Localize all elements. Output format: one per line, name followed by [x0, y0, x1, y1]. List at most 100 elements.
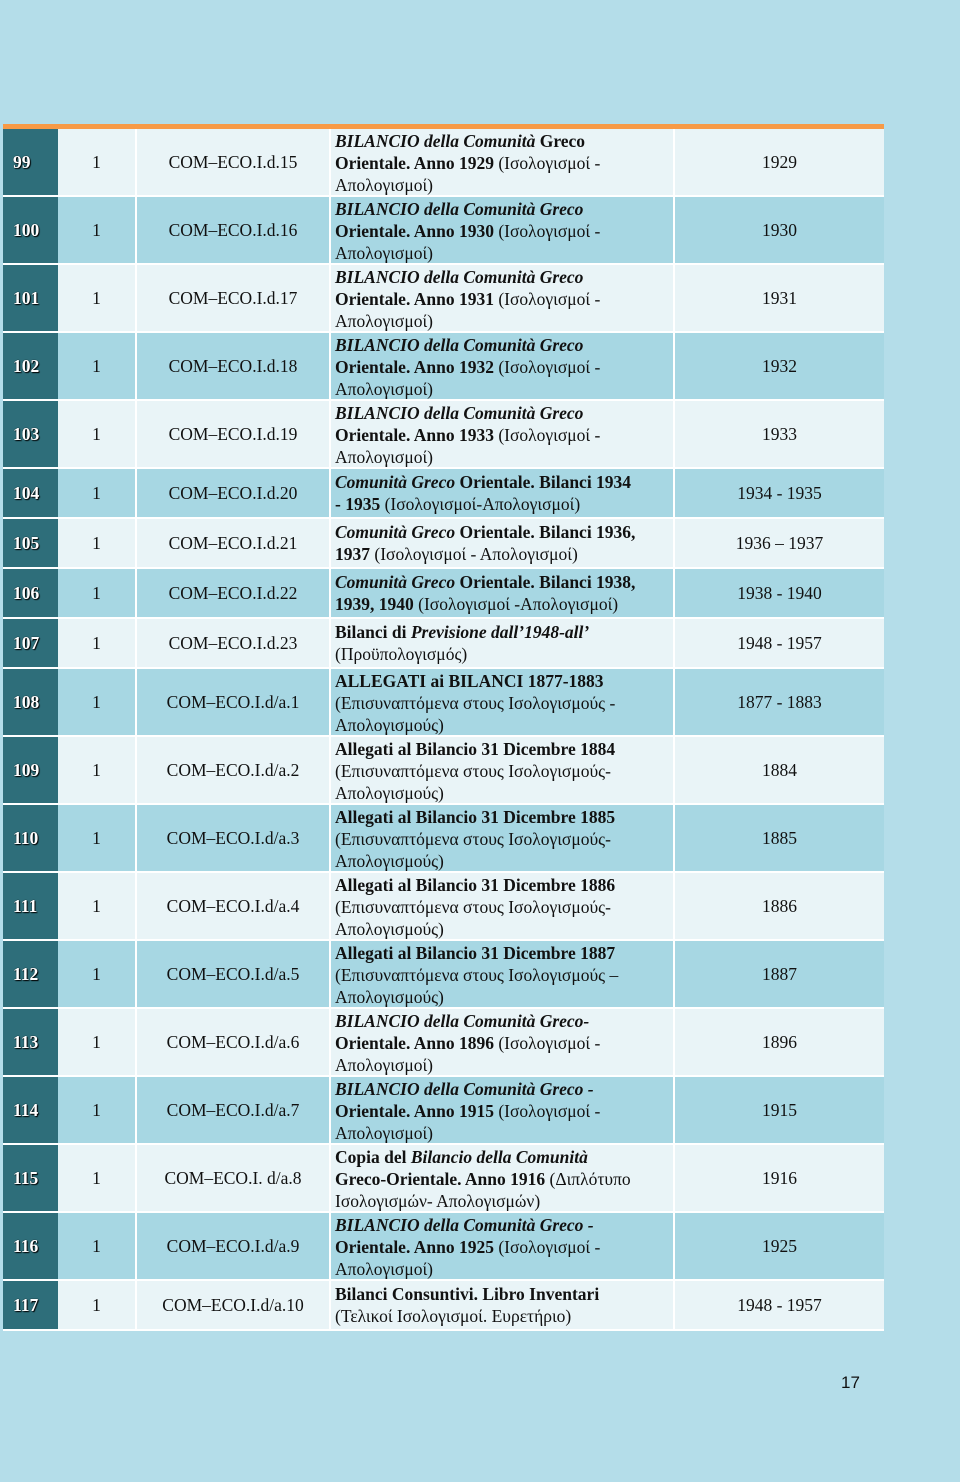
table-row: 104 1 COM–ECO.I.d.20 Comunità Greco Orienta… [3, 469, 884, 519]
description-text: Απολογισμοί) [335, 175, 434, 195]
volume-cell: 1 [58, 1213, 137, 1279]
description-text: Απολογισμοί) [335, 1259, 434, 1279]
description-text: (Ισολογισμοί - [493, 357, 601, 377]
description-text: Previsione dall’1948-all’ [410, 622, 590, 642]
description-cell: Allegati al Bilancio 31 Dicembre 1886 (Επ… [331, 873, 675, 939]
description-text: BILANCIO della Comunità Greco [335, 335, 584, 355]
code-cell: COM–ECO.I.d/a.10 [137, 1281, 331, 1329]
description-text: BILANCIO della Comunità Greco [335, 403, 584, 423]
description-text: Απολογισμοί) [335, 243, 434, 263]
description-text: Απολογισμοί) [335, 447, 434, 467]
volume-cell: 1 [58, 197, 137, 263]
table-row: 101 1 COM–ECO.I.d.17 BILANCIO della Comunit… [3, 265, 884, 333]
description-text: Bilanci di [335, 622, 411, 642]
description-text: (Ισολογισμοί - Απολογισμοί) [370, 544, 578, 564]
row-number: 105 [3, 519, 58, 567]
row-number: 99 [3, 129, 58, 195]
description-text: (Ισολογισμοί - [493, 1237, 601, 1257]
description-cell: BILANCIO della Comunità Greco- Orientale.… [331, 1009, 675, 1075]
description-text: BILANCIO della Comunità Greco - [335, 1079, 594, 1099]
row-number: 108 [3, 669, 58, 735]
row-number: 115 [3, 1145, 58, 1211]
description-text: (Προϋπολογισμός) [335, 644, 468, 664]
description-text: Allegati al Bilancio 31 Dicembre 1886 [335, 875, 616, 895]
volume-cell: 1 [58, 569, 137, 617]
row-number: 113 [3, 1009, 58, 1075]
description-text: (Ισολογισμοί -Απολογισμοί) [413, 594, 619, 614]
row-number: 100 [3, 197, 58, 263]
code-cell: COM–ECO.I.d.15 [137, 129, 331, 195]
code-cell: COM–ECO.I.d/a.9 [137, 1213, 331, 1279]
code-cell: COM–ECO.I.d/a.2 [137, 737, 331, 803]
years-cell: 1896 [675, 1009, 884, 1075]
years-cell: 1934 - 1935 [675, 469, 884, 517]
code-cell: COM–ECO.I.d.19 [137, 401, 331, 467]
description-text: Greco [535, 131, 586, 151]
description-text: BILANCIO della Comunità Greco - [335, 1215, 594, 1235]
description-text: Comunità Greco [335, 572, 456, 592]
description-text: (Επισυναπτόμενα στους Ισολογισμούς – [335, 965, 619, 985]
description-cell: Allegati al Bilancio 31 Dicembre 1885 (Επ… [331, 805, 675, 871]
years-cell: 1886 [675, 873, 884, 939]
row-number: 104 [3, 469, 58, 517]
description-text: Orientale. Anno 1896 [335, 1033, 494, 1053]
table-row: 109 1 COM–ECO.I.d/a.2 Allegati al Bilancio … [3, 737, 884, 805]
code-cell: COM–ECO.I.d/a.7 [137, 1077, 331, 1143]
description-text: 1939, 1940 [335, 594, 414, 614]
description-text: Allegati al Bilancio 31 Dicembre 1885 [335, 807, 616, 827]
description-text: (Τελικοί Ισολογισμοί. Ευρετήριο) [335, 1306, 572, 1326]
description-text: Απολογισμούς) [335, 987, 444, 1007]
table-row: 108 1 COM–ECO.I.d/a.1 ALLEGATI ai BILANCI 1… [3, 669, 884, 737]
code-cell: COM–ECO.I.d.23 [137, 619, 331, 667]
description-text: Greco-Orientale. Anno 1916 [335, 1169, 546, 1189]
row-number: 102 [3, 333, 58, 399]
years-cell: 1885 [675, 805, 884, 871]
description-text: Ισολογισμών- Απολογισμών) [335, 1191, 541, 1211]
description-cell: BILANCIO della Comunità Greco - Orientale… [331, 1077, 675, 1143]
description-text: (Επισυναπτόμενα στους Ισολογισμούς - [335, 693, 616, 713]
description-cell: BILANCIO della Comunità Greco Orientale. … [331, 265, 675, 331]
years-cell: 1931 [675, 265, 884, 331]
description-cell: Comunità Greco Orientale. Bilanci 1934 - … [331, 469, 675, 517]
volume-cell: 1 [58, 469, 137, 517]
description-text: (Ισολογισμοί - [493, 1033, 601, 1053]
row-number: 112 [3, 941, 58, 1007]
row-number: 110 [3, 805, 58, 871]
volume-cell: 1 [58, 873, 137, 939]
row-number: 109 [3, 737, 58, 803]
years-cell: 1887 [675, 941, 884, 1007]
description-text: (Ισολογισμοί - [493, 425, 601, 445]
volume-cell: 1 [58, 1281, 137, 1329]
description-text: BILANCIO della Comunità Greco [335, 267, 584, 287]
description-cell: Bilanci Consuntivi. Libro Inventari (Τελι… [331, 1281, 675, 1329]
years-cell: 1930 [675, 197, 884, 263]
table-row: 111 1 COM–ECO.I.d/a.4 Allegati al Bilancio … [3, 873, 884, 941]
table-row: 112 1 COM–ECO.I.d/a.5 Allegati al Bilancio … [3, 941, 884, 1009]
description-cell: Allegati al Bilancio 31 Dicembre 1884 (Επ… [331, 737, 675, 803]
years-cell: 1936 – 1937 [675, 519, 884, 567]
code-cell: COM–ECO.I.d/a.6 [137, 1009, 331, 1075]
description-cell: ALLEGATI ai BILANCI 1877-1883 (Επισυναπτό… [331, 669, 675, 735]
description-cell: Bilanci di Previsione dall’1948-all’ (Προ… [331, 619, 675, 667]
description-text: BILANCIO della Comunità Greco [335, 199, 584, 219]
volume-cell: 1 [58, 941, 137, 1007]
row-number: 107 [3, 619, 58, 667]
years-cell: 1948 - 1957 [675, 619, 884, 667]
table-row: 103 1 COM–ECO.I.d.19 BILANCIO della Comunit… [3, 401, 884, 469]
volume-cell: 1 [58, 1077, 137, 1143]
years-cell: 1877 - 1883 [675, 669, 884, 735]
volume-cell: 1 [58, 129, 137, 195]
years-cell: 1925 [675, 1213, 884, 1279]
description-cell: BILANCIO della Comunità Greco - Orientale… [331, 1213, 675, 1279]
years-cell: 1932 [675, 333, 884, 399]
description-text: Απολογισμούς) [335, 715, 444, 735]
description-text: Comunità Greco [335, 472, 456, 492]
description-text: Comunità Greco [335, 522, 456, 542]
description-cell: Allegati al Bilancio 31 Dicembre 1887 (Επ… [331, 941, 675, 1007]
volume-cell: 1 [58, 519, 137, 567]
description-text: Απολογισμούς) [335, 919, 444, 939]
description-text: Απολογισμούς) [335, 783, 444, 803]
code-cell: COM–ECO.I.d.22 [137, 569, 331, 617]
volume-cell: 1 [58, 1145, 137, 1211]
description-text: (Διπλότυπο [545, 1169, 631, 1189]
